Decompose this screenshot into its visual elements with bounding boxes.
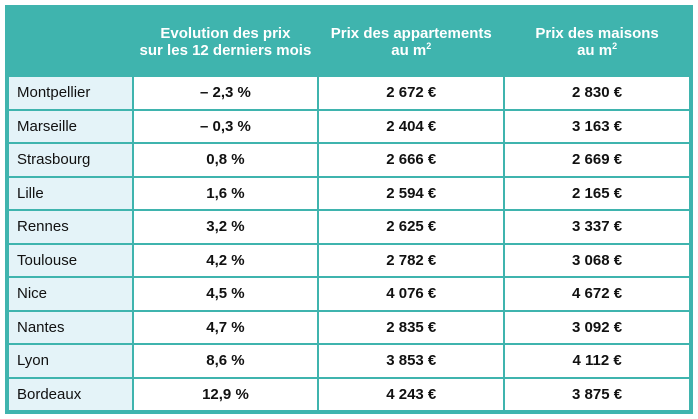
table-row: Lyon 8,6 % 3 853 €4 112 € [9, 345, 689, 377]
apartment-price-cell: 2 625 € [319, 211, 504, 243]
table-row: Rennes 3,2 % 2 625 €3 337 € [9, 211, 689, 243]
house-price-cell: 3 068 € [505, 244, 689, 276]
city-cell: Lyon [9, 345, 132, 377]
evolution-cell: 3,2 % [133, 211, 318, 243]
evolution-cell: 1,6 % [133, 177, 318, 209]
city-cell: Rennes [9, 211, 132, 243]
apartment-price-cell: 3 853 € [319, 345, 504, 377]
price-table: Evolution des prix sur les 12 derniers m… [7, 7, 691, 412]
city-cell: Nice [9, 278, 132, 310]
table-row: Marseille – 0,3 % 2 404 €3 163 € [9, 110, 689, 142]
apartment-price-cell: 4 076 € [319, 278, 504, 310]
table-row: Montpellier – 2,3 % 2 672 €2 830 € [9, 77, 689, 109]
house-price-cell: 2 165 € [505, 177, 689, 209]
city-cell: Strasbourg [9, 144, 132, 176]
evolution-cell: – 2,3 % [133, 77, 318, 109]
header-evolution: Evolution des prix sur les 12 derniers m… [134, 9, 318, 75]
city-cell: Toulouse [9, 244, 132, 276]
header-evolution-line1: Evolution des prix [160, 25, 291, 42]
house-price-cell: 4 672 € [505, 278, 689, 310]
house-price-cell: 3 163 € [505, 110, 689, 142]
header-corner-cell [9, 9, 132, 75]
evolution-cell: 12,9 % [133, 378, 318, 410]
house-price-cell: 2 669 € [505, 144, 689, 176]
apartment-price-cell: 4 243 € [319, 378, 504, 410]
table-row: Nice 4,5 % 4 076 €4 672 € [9, 278, 689, 310]
header-apartments-superscript: 2 [426, 41, 432, 51]
header-row: Evolution des prix sur les 12 derniers m… [9, 9, 689, 75]
header-evolution-line2: sur les 12 derniers mois [139, 42, 312, 59]
table-row: Bordeaux 12,9 % 4 243 €3 875 € [9, 378, 689, 410]
city-cell: Bordeaux [9, 378, 132, 410]
apartment-price-cell: 2 672 € [319, 77, 504, 109]
header-houses-line2: au m [577, 42, 613, 59]
header-houses: Prix des maisons au m2 [505, 9, 689, 75]
evolution-cell: – 0,3 % [133, 110, 318, 142]
table-body: Montpellier – 2,3 % 2 672 €2 830 € Marseill… [9, 77, 689, 410]
apartment-price-cell: 2 835 € [319, 311, 504, 343]
header-apartments-line2: au m [391, 42, 427, 59]
house-price-cell: 3 337 € [505, 211, 689, 243]
house-price-cell: 2 830 € [505, 77, 689, 109]
city-cell: Nantes [9, 311, 132, 343]
apartment-price-cell: 2 594 € [319, 177, 504, 209]
header-houses-line1: Prix des maisons [535, 25, 659, 42]
evolution-cell: 4,5 % [133, 278, 318, 310]
header-apartments-line1: Prix des appartements [330, 25, 492, 42]
evolution-cell: 8,6 % [133, 345, 318, 377]
house-price-cell: 4 112 € [505, 345, 689, 377]
house-price-cell: 3 875 € [505, 378, 689, 410]
city-cell: Marseille [9, 110, 132, 142]
table-row: Toulouse 4,2 % 2 782 €3 068 € [9, 244, 689, 276]
table-row: Nantes 4,7 % 2 835 €3 092 € [9, 311, 689, 343]
city-cell: Lille [9, 177, 132, 209]
evolution-cell: 0,8 % [133, 144, 318, 176]
house-price-cell: 3 092 € [505, 311, 689, 343]
header-apartments: Prix des appartements au m2 [319, 9, 503, 75]
header-houses-superscript: 2 [612, 41, 618, 51]
evolution-cell: 4,2 % [133, 244, 318, 276]
price-table-frame: Evolution des prix sur les 12 derniers m… [5, 5, 693, 414]
evolution-cell: 4,7 % [133, 311, 318, 343]
apartment-price-cell: 2 666 € [319, 144, 504, 176]
city-cell: Montpellier [9, 77, 132, 109]
table-row: Lille 1,6 % 2 594 €2 165 € [9, 177, 689, 209]
apartment-price-cell: 2 404 € [319, 110, 504, 142]
apartment-price-cell: 2 782 € [319, 244, 504, 276]
table-row: Strasbourg 0,8 % 2 666 €2 669 € [9, 144, 689, 176]
